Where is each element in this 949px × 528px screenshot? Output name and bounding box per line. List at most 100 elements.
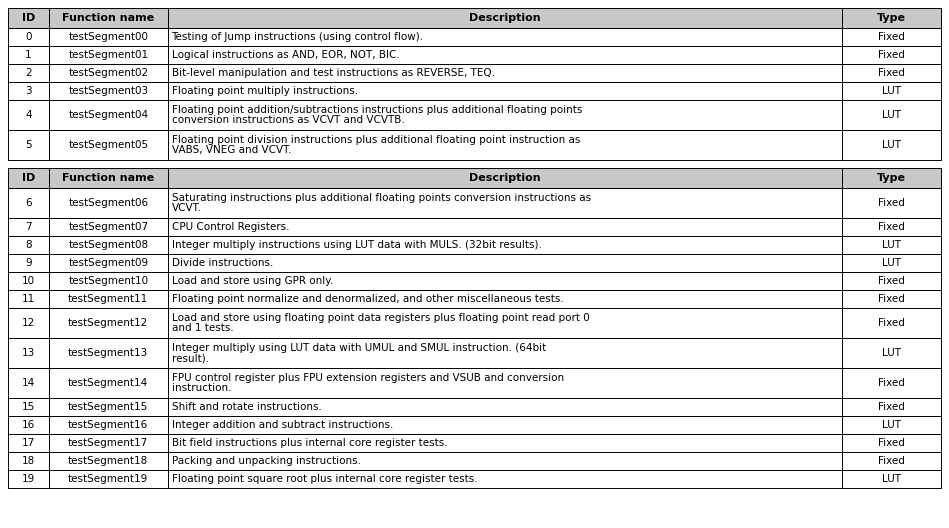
Text: Floating point multiply instructions.: Floating point multiply instructions. [172,86,358,96]
Bar [168,8,842,28]
Text: 13: 13 [22,348,35,358]
Text: LUT: LUT [882,420,901,430]
Text: Bit field instructions plus internal core register tests.: Bit field instructions plus internal cor… [172,438,447,448]
Text: LUT: LUT [882,140,901,150]
Text: 1: 1 [26,50,32,60]
Bar [168,64,842,82]
Bar [8,218,49,236]
Text: LUT: LUT [882,474,901,484]
Bar [168,168,842,188]
Bar [49,470,168,488]
Bar [842,308,941,338]
Bar [168,218,842,236]
Bar [8,28,49,46]
Text: 6: 6 [26,198,32,208]
Text: Floating point division instructions plus additional floating point instruction : Floating point division instructions plu… [172,135,580,145]
Bar [8,368,49,398]
Bar [8,272,49,290]
Text: Fixed: Fixed [878,456,905,466]
Bar [842,218,941,236]
Text: VCVT.: VCVT. [172,203,201,213]
Text: Fixed: Fixed [878,276,905,286]
Bar [842,470,941,488]
Bar [842,100,941,130]
Text: 4: 4 [26,110,32,120]
Text: testSegment07: testSegment07 [68,222,148,232]
Text: Fixed: Fixed [878,438,905,448]
Text: result).: result). [172,353,209,363]
Text: Function name: Function name [63,173,155,183]
Text: Description: Description [469,173,541,183]
Bar [8,130,49,160]
Text: Logical instructions as AND, EOR, NOT, BIC.: Logical instructions as AND, EOR, NOT, B… [172,50,400,60]
Bar [168,46,842,64]
Text: Fixed: Fixed [878,68,905,78]
Text: Type: Type [877,13,906,23]
Text: Floating point square root plus internal core register tests.: Floating point square root plus internal… [172,474,477,484]
Text: testSegment16: testSegment16 [68,420,148,430]
Text: 5: 5 [26,140,32,150]
Text: 11: 11 [22,294,35,304]
Text: 17: 17 [22,438,35,448]
Text: LUT: LUT [882,86,901,96]
Text: testSegment09: testSegment09 [68,258,148,268]
Text: Load and store using GPR only.: Load and store using GPR only. [172,276,333,286]
Text: testSegment10: testSegment10 [68,276,148,286]
Bar [8,188,49,218]
Text: Fixed: Fixed [878,32,905,42]
Text: Fixed: Fixed [878,222,905,232]
Bar [49,236,168,254]
Bar [49,100,168,130]
Bar [168,254,842,272]
Bar [842,452,941,470]
Text: testSegment02: testSegment02 [68,68,148,78]
Text: testSegment13: testSegment13 [68,348,148,358]
Text: Bit-level manipulation and test instructions as REVERSE, TEQ.: Bit-level manipulation and test instruct… [172,68,494,78]
Text: testSegment17: testSegment17 [68,438,148,448]
Bar [168,100,842,130]
Bar [8,290,49,308]
Text: 19: 19 [22,474,35,484]
Text: testSegment00: testSegment00 [68,32,148,42]
Bar [842,272,941,290]
Bar [842,398,941,416]
Bar [8,254,49,272]
Text: testSegment11: testSegment11 [68,294,148,304]
Bar [49,8,168,28]
Text: Function name: Function name [63,13,155,23]
Text: ID: ID [22,173,35,183]
Bar [49,338,168,368]
Text: 2: 2 [26,68,32,78]
Text: Floating point normalize and denormalized, and other miscellaneous tests.: Floating point normalize and denormalize… [172,294,564,304]
Bar [49,434,168,452]
Bar [168,272,842,290]
Text: Floating point addition/subtractions instructions plus additional floating point: Floating point addition/subtractions ins… [172,105,582,115]
Bar [49,308,168,338]
Text: Fixed: Fixed [878,378,905,388]
Bar [842,188,941,218]
Text: Type: Type [877,173,906,183]
Text: Integer addition and subtract instructions.: Integer addition and subtract instructio… [172,420,393,430]
Text: Description: Description [469,13,541,23]
Bar [168,236,842,254]
Bar [49,218,168,236]
Text: 15: 15 [22,402,35,412]
Bar [168,470,842,488]
Text: Fixed: Fixed [878,318,905,328]
Bar [842,254,941,272]
Text: LUT: LUT [882,348,901,358]
Text: CPU Control Registers.: CPU Control Registers. [172,222,289,232]
Text: 14: 14 [22,378,35,388]
Bar [8,8,49,28]
Text: LUT: LUT [882,258,901,268]
Bar [49,130,168,160]
Bar [49,368,168,398]
Text: testSegment15: testSegment15 [68,402,148,412]
Bar [49,272,168,290]
Text: VABS, VNEG and VCVT.: VABS, VNEG and VCVT. [172,145,291,155]
Text: testSegment04: testSegment04 [68,110,148,120]
Text: instruction.: instruction. [172,383,231,393]
Bar [168,290,842,308]
Text: Fixed: Fixed [878,50,905,60]
Bar [842,338,941,368]
